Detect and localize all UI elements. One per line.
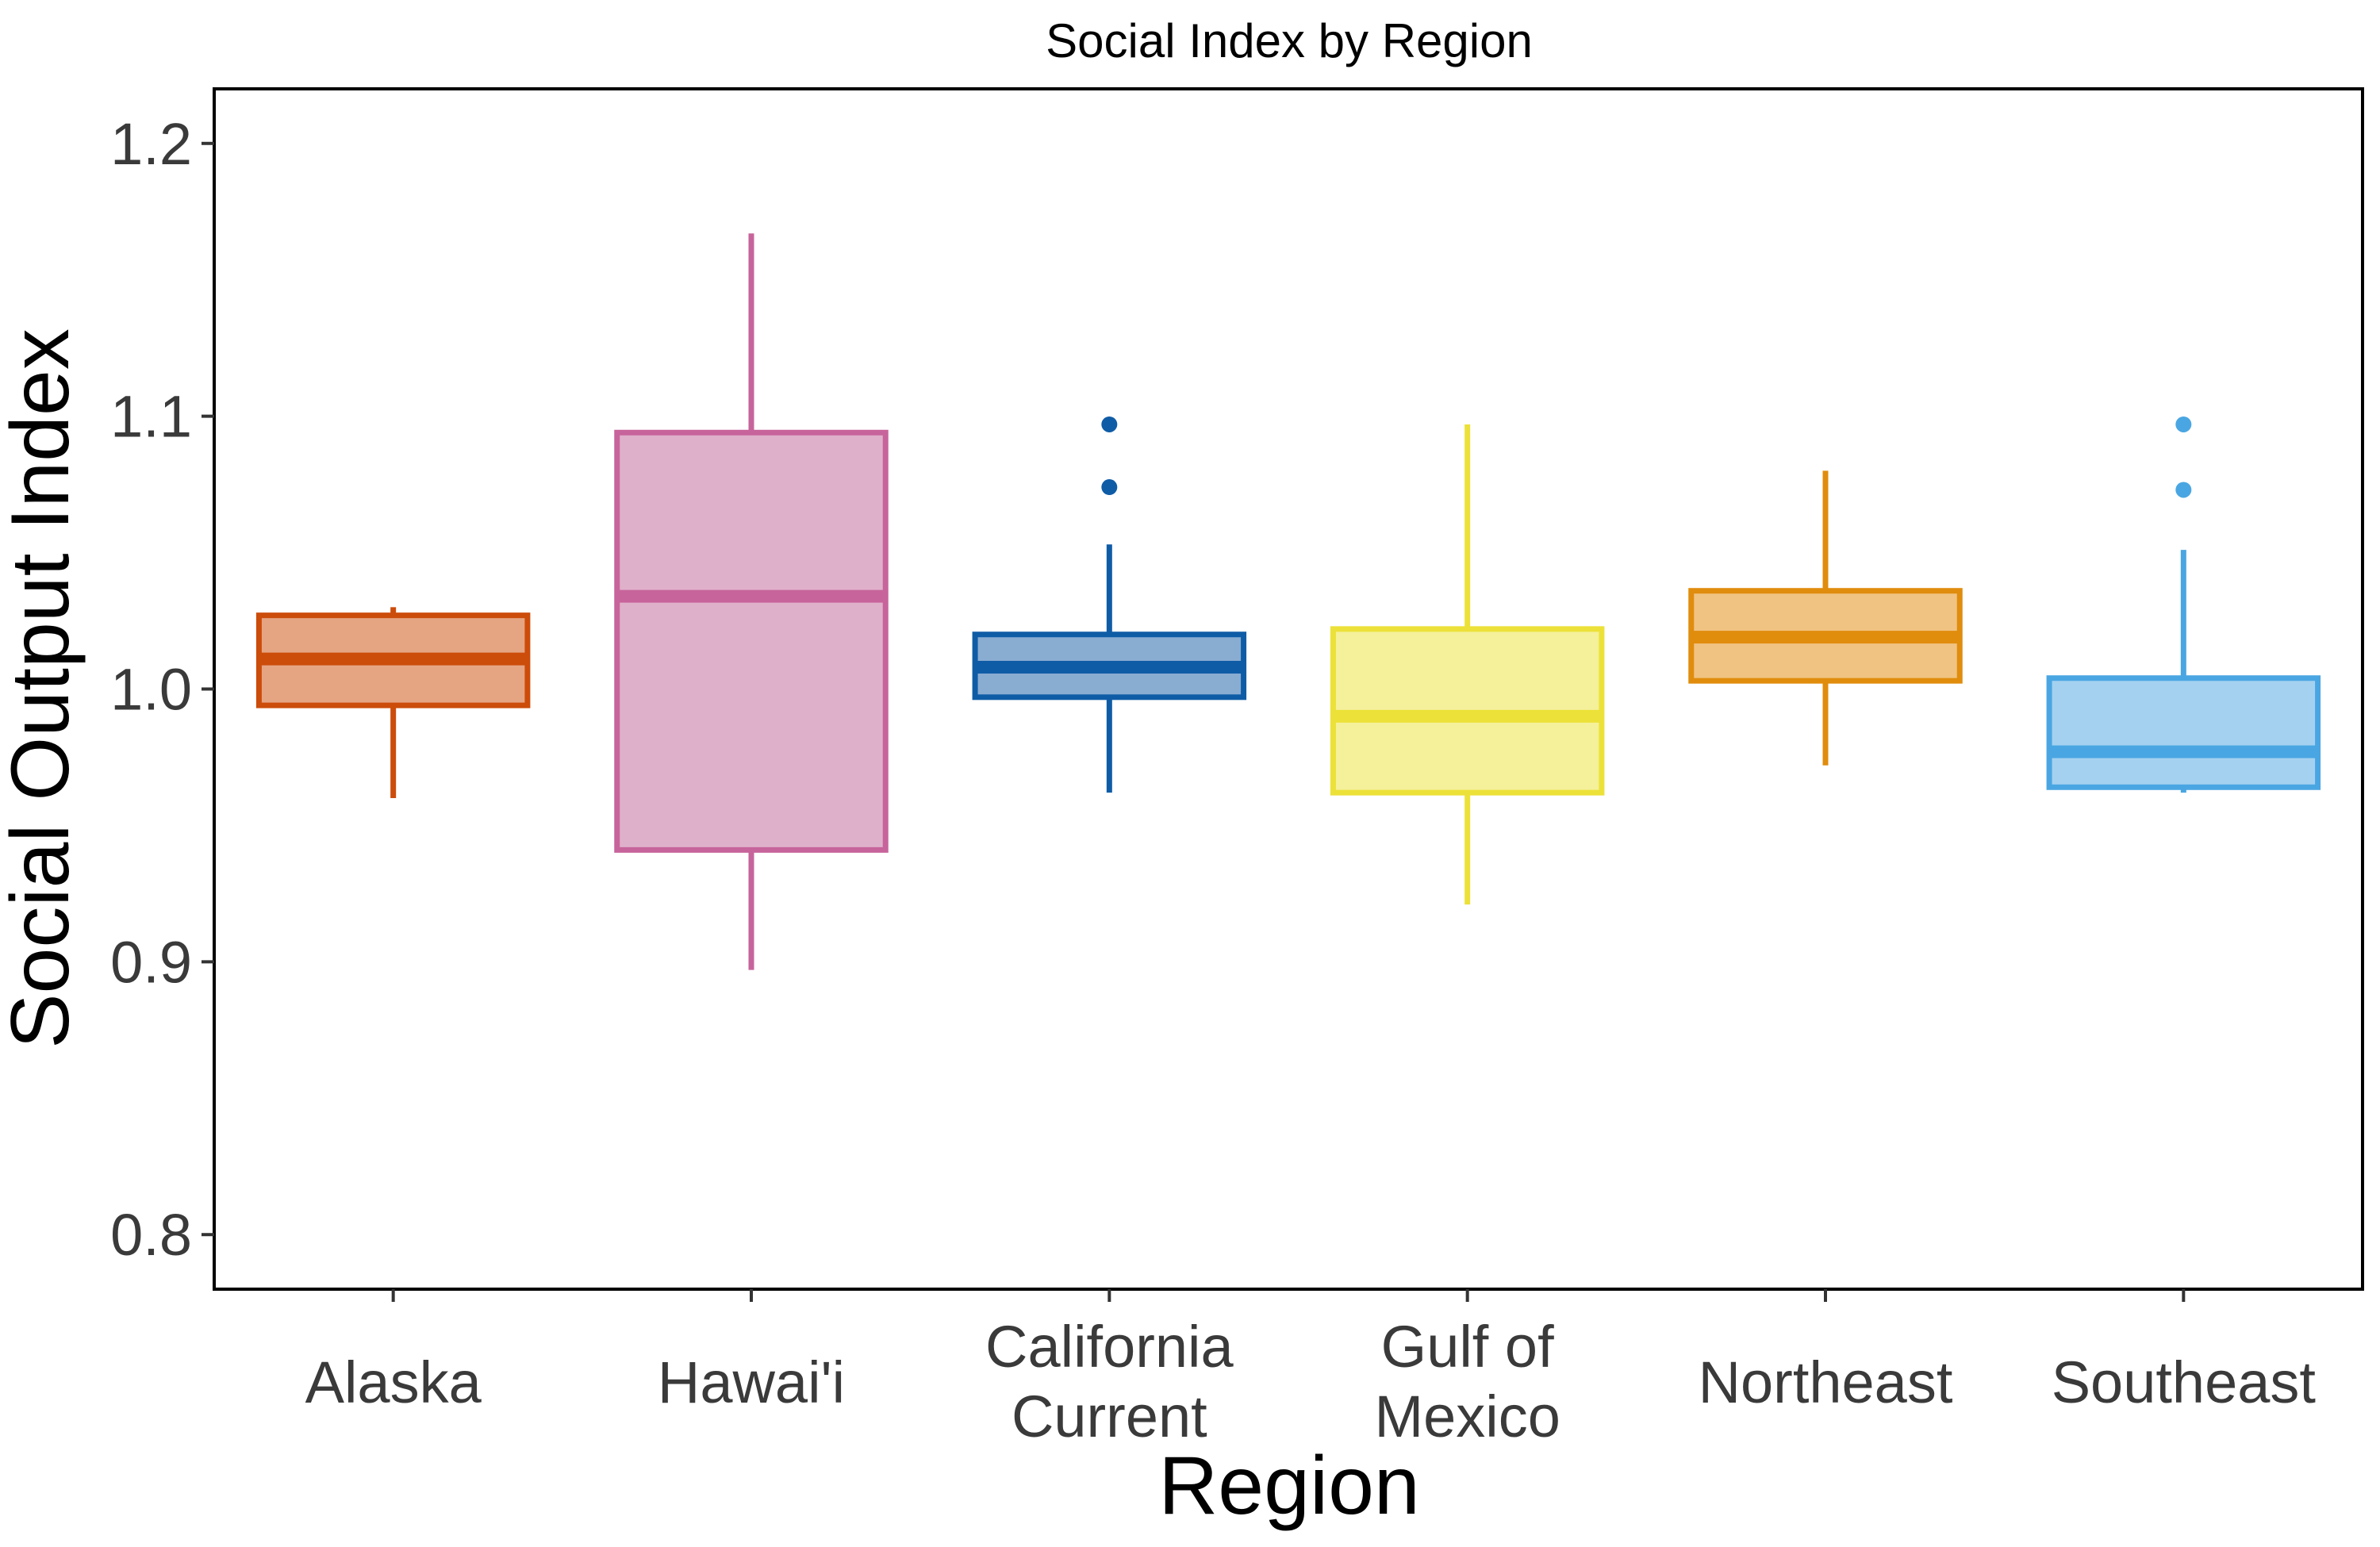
y-tick-label: 1.0 bbox=[110, 657, 192, 723]
x-tick-label: Current bbox=[1012, 1384, 1207, 1449]
outlier-point bbox=[2175, 416, 2192, 432]
x-tick-label: Southeast bbox=[2052, 1349, 2317, 1415]
y-tick-label: 0.8 bbox=[110, 1202, 192, 1268]
iqr-box bbox=[2046, 675, 2321, 790]
box-5 bbox=[1688, 470, 1963, 766]
outlier-point bbox=[1101, 416, 1118, 432]
outlier-point bbox=[2175, 482, 2192, 498]
outlier-point bbox=[1101, 479, 1118, 496]
plot-border bbox=[213, 87, 2364, 1291]
y-tick-label: 0.9 bbox=[110, 929, 192, 995]
box-plots bbox=[255, 233, 2321, 970]
x-tick-label: Mexico bbox=[1374, 1384, 1560, 1449]
box-4 bbox=[1330, 424, 1605, 905]
x-tick-label: Hawai'i bbox=[658, 1349, 845, 1415]
x-tick-label: Alaska bbox=[305, 1349, 482, 1415]
chart-title: Social Index by Region bbox=[1046, 14, 1533, 67]
x-tick-label: Northeast bbox=[1699, 1349, 1953, 1415]
box-3 bbox=[972, 416, 1247, 793]
box-2 bbox=[614, 233, 889, 970]
box-6 bbox=[2046, 416, 2321, 793]
y-tick-label: 1.2 bbox=[110, 111, 192, 177]
x-tick-label: Gulf of bbox=[1381, 1314, 1554, 1380]
y-axis: 0.8 0.9 1.0 1.1 1.2 bbox=[110, 111, 214, 1268]
iqr-box bbox=[614, 429, 889, 853]
box-1 bbox=[255, 607, 531, 799]
y-axis-title: Social Output Index bbox=[0, 328, 86, 1049]
x-axis-title: Region bbox=[1158, 1440, 1420, 1532]
y-tick-label: 1.1 bbox=[110, 384, 192, 450]
x-tick-label: California bbox=[985, 1314, 1234, 1380]
